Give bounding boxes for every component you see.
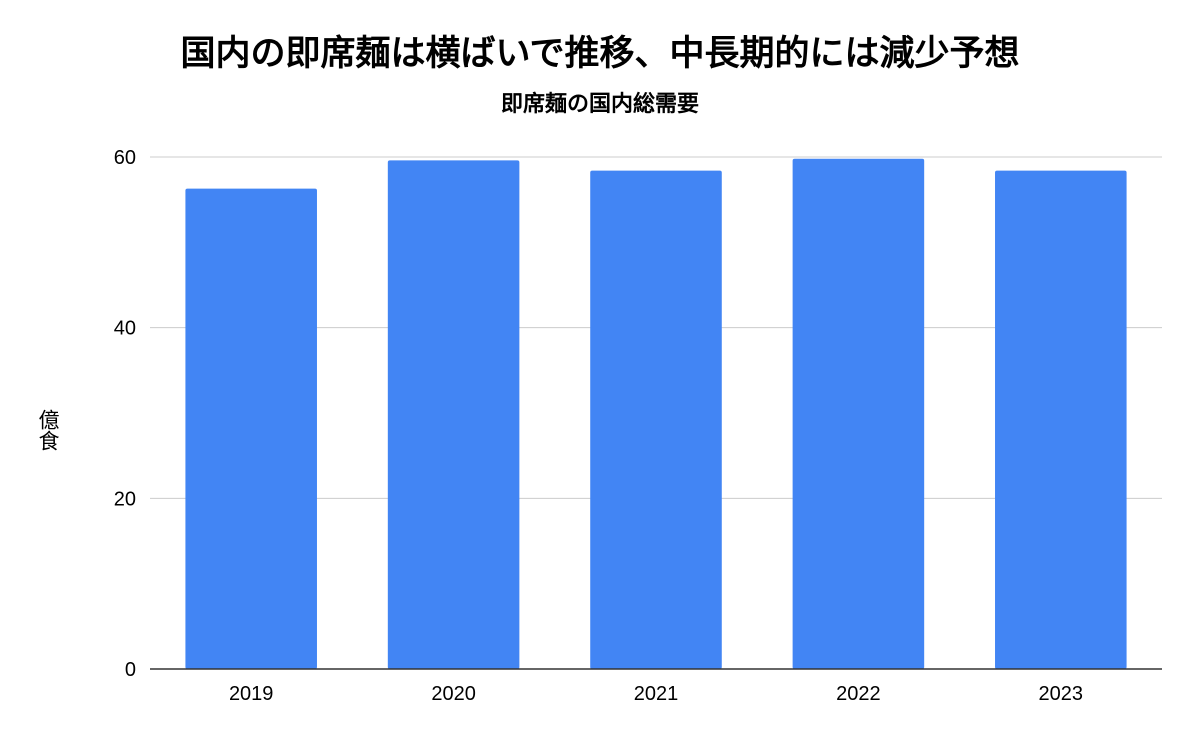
chart-subtitle: 即席麺の国内総需要 [500, 92, 699, 117]
x-tick-label: 2022 [836, 683, 881, 705]
bar [792, 158, 925, 669]
bar [387, 160, 520, 669]
bar [185, 188, 317, 669]
x-tick-label: 2020 [431, 683, 476, 705]
y-tick-label: 40 [114, 318, 136, 340]
x-tick-label: 2021 [634, 683, 679, 705]
bar [995, 170, 1127, 670]
chart-title: 国内の即席麺は横ばいで推移、中長期的には減少予想 [180, 34, 1020, 74]
bar [590, 170, 722, 670]
y-axis-label: 億食 [36, 409, 60, 451]
y-tick-label: 60 [114, 147, 136, 169]
bars [185, 158, 1127, 670]
x-tick-label: 2019 [229, 683, 274, 705]
x-tick-label: 2023 [1039, 683, 1084, 705]
y-tick-label: 20 [114, 488, 136, 510]
y-tick-label: 0 [125, 659, 136, 681]
axes: 0 20 40 60 2019 2020 2021 2022 2023 [114, 147, 1162, 705]
